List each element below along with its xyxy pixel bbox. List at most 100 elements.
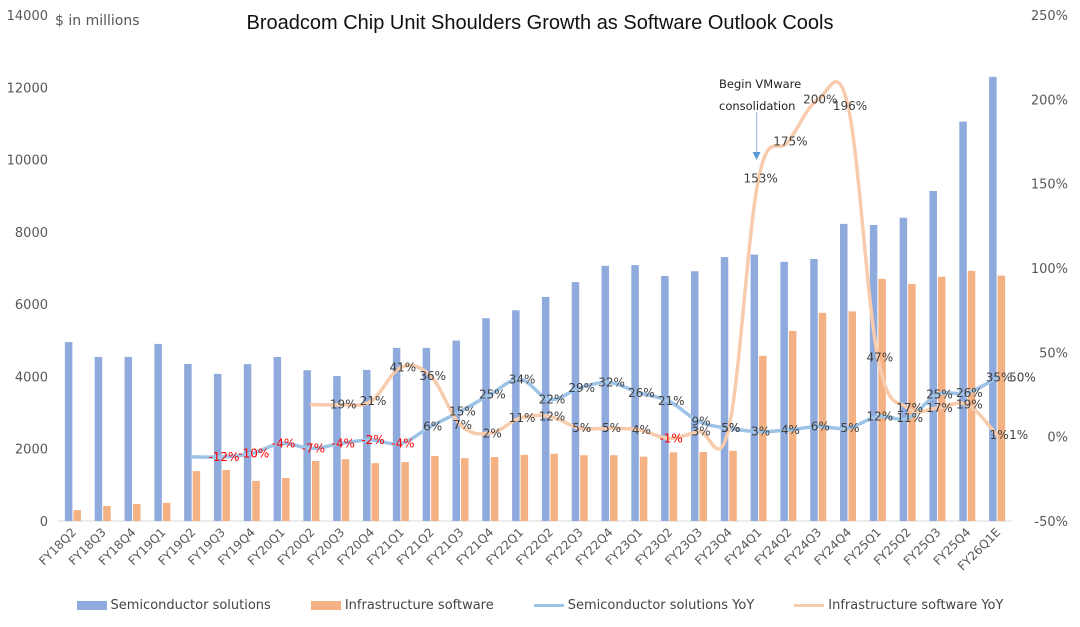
bar-software-FY19Q4[interactable] (252, 480, 260, 521)
bar-software-FY23Q4[interactable] (729, 450, 737, 521)
bar-semiconductor-FY24Q2[interactable] (780, 261, 788, 521)
label-semiconductor-yoy-FY25Q1: 12% (867, 409, 894, 423)
bar-semiconductor-FY24Q4[interactable] (840, 223, 848, 522)
label-semiconductor-yoy-FY24Q4: 5% (841, 421, 860, 435)
label-semiconductor-yoy-FY20Q3: -4% (332, 436, 355, 450)
bar-software-FY20Q1[interactable] (282, 477, 290, 521)
bar-semiconductor-FY22Q2[interactable] (541, 296, 550, 521)
bar-software-FY25Q1[interactable] (878, 278, 886, 521)
bar-semiconductor-FY19Q2[interactable] (184, 363, 192, 521)
label-semiconductor-yoy-FY22Q4: 32% (598, 376, 625, 390)
label-software-yoy-FY25Q4: 19% (956, 398, 983, 412)
bar-semiconductor-FY25Q4[interactable] (959, 121, 967, 521)
chart-title: Broadcom Chip Unit Shoulders Growth as S… (246, 12, 834, 34)
label-semiconductor-yoy-FY21Q3: 15% (449, 404, 476, 418)
bar-semiconductor-FY20Q2[interactable] (303, 370, 311, 521)
bar-software-FY19Q3[interactable] (222, 470, 230, 521)
bar-software-FY22Q3[interactable] (580, 455, 588, 521)
label-semiconductor-yoy-FY25Q2: 11% (896, 411, 923, 425)
bar-semiconductor-FY20Q1[interactable] (273, 356, 282, 521)
legend-item-semiconductor[interactable]: Semiconductor solutions (76, 598, 271, 613)
bar-software-FY21Q1[interactable] (401, 462, 409, 521)
legend-item-software[interactable]: Infrastructure software (310, 598, 494, 613)
bar-semiconductor-FY18Q3[interactable] (94, 356, 103, 521)
bar-software-FY23Q2[interactable] (669, 452, 678, 521)
bar-semiconductor-FY19Q3[interactable] (213, 373, 222, 521)
bar-software-FY24Q4[interactable] (848, 311, 857, 521)
bar-semiconductor-FY21Q4[interactable] (482, 318, 490, 521)
bar-semiconductor-FY21Q2[interactable] (422, 347, 431, 521)
legend-swatch-semiconductor-yoy (533, 604, 564, 607)
bar-semiconductor-FY23Q3[interactable] (690, 271, 699, 521)
bar-software-FY25Q3[interactable] (937, 276, 946, 521)
legend-item-software-yoy[interactable]: Infrastructure software YoY (794, 598, 1003, 613)
bar-software-FY21Q4[interactable] (490, 457, 499, 521)
annotation-line-1: Begin VMware (719, 77, 802, 91)
bar-software-FY21Q3[interactable] (460, 458, 469, 521)
x-axis-ticks: FY18Q2FY18Q3FY18Q4FY19Q1FY19Q2FY19Q3FY19… (36, 525, 1003, 573)
legend-item-semiconductor-yoy[interactable]: Semiconductor solutions YoY (533, 598, 755, 613)
bar-semiconductor-FY22Q1[interactable] (512, 310, 520, 521)
bar-software-FY18Q4[interactable] (133, 504, 141, 521)
bar-software-FY21Q2[interactable] (431, 455, 439, 521)
bar-software-FY23Q1[interactable] (639, 456, 648, 521)
y-tick-label: 8000 (15, 226, 48, 241)
bar-semiconductor-FY18Q2[interactable] (64, 342, 73, 521)
label-semiconductor-yoy-FY21Q2: 6% (423, 420, 442, 434)
bar-software-FY25Q4[interactable] (967, 270, 976, 521)
label-semiconductor-yoy-FY23Q2: 21% (658, 394, 685, 408)
bar-software-FY26Q1E[interactable] (997, 275, 1006, 521)
label-software-yoy-FY21Q3: 7% (453, 418, 472, 432)
line-software-yoy[interactable] (309, 80, 999, 451)
bar-semiconductor-FY25Q2[interactable] (899, 217, 908, 522)
bar-semiconductor-FY26Q1E[interactable] (989, 76, 997, 521)
bar-software-FY18Q2[interactable] (73, 510, 81, 521)
bar-software-FY18Q3[interactable] (103, 506, 111, 521)
bar-semiconductor-FY22Q4[interactable] (601, 265, 610, 521)
bar-semiconductor-FY19Q1[interactable] (154, 343, 162, 521)
label-software-yoy-FY24Q2: 175% (773, 135, 807, 149)
bar-software-FY22Q2[interactable] (550, 453, 558, 521)
y2-tick-label: 250% (1031, 9, 1068, 24)
bar-software-FY23Q3[interactable] (699, 451, 707, 521)
label-semiconductor-yoy-FY19Q4: -10% (238, 447, 269, 461)
bar-semiconductor-FY18Q4[interactable] (124, 356, 133, 521)
bar-software-FY22Q4[interactable] (610, 455, 618, 521)
legend-label: Semiconductor solutions (110, 598, 271, 613)
label-semiconductor-yoy-FY20Q1: -4% (272, 436, 295, 450)
bar-semiconductor-FY25Q1[interactable] (869, 224, 878, 522)
label-semiconductor-yoy-FY25Q4: 26% (956, 386, 983, 400)
label-software-yoy-FY26Q1E: 1% (990, 428, 1009, 442)
bar-semiconductor-FY21Q3[interactable] (452, 340, 460, 521)
bar-software-FY19Q2[interactable] (192, 471, 201, 521)
bar-semiconductor-FY19Q4[interactable] (243, 364, 252, 521)
data-labels: -12%-10%-4% -7% -4% -2% -4%6%15%25%34%22%29%… (208, 92, 1035, 464)
bar-semiconductor-FY24Q3[interactable] (810, 258, 818, 521)
bar-software-FY22Q1[interactable] (520, 454, 529, 521)
bar-semiconductor-FY22Q3[interactable] (571, 282, 580, 521)
bar-software-FY19Q1[interactable] (162, 502, 171, 521)
legend-label: Infrastructure software (344, 598, 494, 613)
label-software-yoy-FY22Q2: 12% (539, 409, 566, 423)
label-software-yoy-FY25Q2: 17% (896, 401, 923, 415)
bar-semiconductor-FY20Q4[interactable] (363, 369, 371, 521)
label-semiconductor-yoy-FY21Q1: -4% (391, 436, 414, 450)
left-axis: 0 2000 4000 6000 8000 10000 12000 14000 (7, 9, 48, 530)
bar-semiconductor-FY21Q1[interactable] (392, 347, 401, 521)
bar-semiconductor-FY20Q3[interactable] (333, 376, 341, 521)
bar-software-FY24Q2[interactable] (788, 330, 797, 521)
y-tick-label: 2000 (15, 443, 48, 458)
bar-software-FY20Q2[interactable] (311, 461, 320, 521)
label-software-yoy-FY25Q3: 17% (926, 401, 953, 415)
bar-software-FY24Q1[interactable] (759, 355, 767, 521)
legend-label: Semiconductor solutions YoY (567, 598, 755, 613)
y2-tick-label: 0% (1047, 431, 1068, 446)
bar-software-FY24Q3[interactable] (818, 312, 827, 521)
bar-semiconductor-FY23Q4[interactable] (720, 257, 729, 521)
bar-software-FY20Q3[interactable] (341, 459, 350, 521)
bar-software-FY20Q4[interactable] (371, 463, 380, 521)
bar-semiconductor-FY24Q1[interactable] (750, 254, 759, 521)
line-semiconductor-yoy[interactable] (190, 375, 999, 459)
bar-software-FY25Q2[interactable] (908, 283, 916, 521)
bar-semiconductor-FY25Q3[interactable] (929, 191, 937, 521)
